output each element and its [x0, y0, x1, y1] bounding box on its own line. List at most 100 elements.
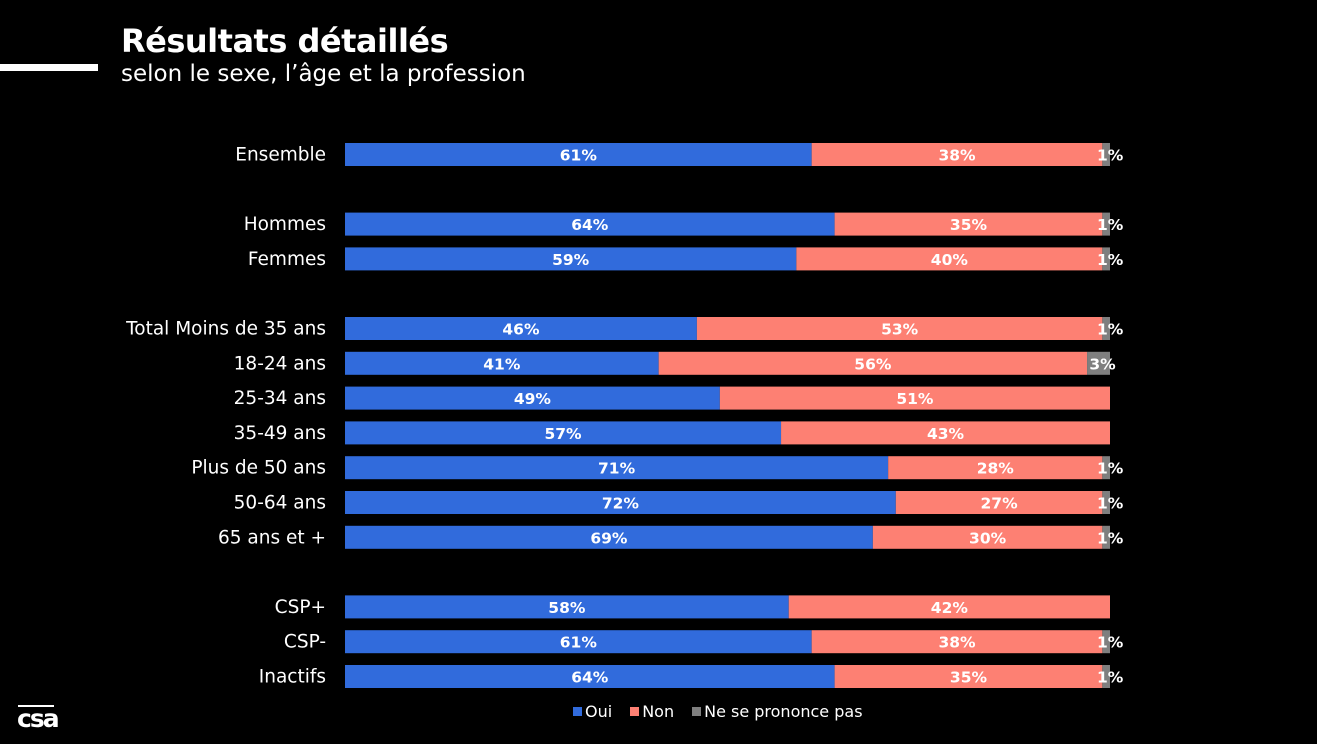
- bar-segment-oui: [345, 247, 797, 271]
- data-label: 41%: [483, 355, 521, 373]
- data-label: 69%: [590, 529, 628, 547]
- data-label: 1%: [1097, 669, 1124, 687]
- category-label: CSP-: [284, 632, 326, 653]
- csa-logo: csa: [17, 704, 60, 734]
- category-label: 25-34 ans: [234, 388, 326, 409]
- bar-segment-ne-se-prononce-pas: [1102, 525, 1110, 549]
- data-label: 3%: [1089, 355, 1116, 373]
- bar-segment-oui: [345, 143, 812, 166]
- bar-segment-ne-se-prononce-pas: [1102, 456, 1110, 480]
- legend-label: Ne se prononce pas: [704, 702, 863, 721]
- category-label: 18-24 ans: [234, 353, 326, 374]
- category-label: 65 ans et +: [218, 527, 326, 548]
- bar-segment-non: [834, 212, 1103, 236]
- bar-segment-non: [781, 421, 1110, 445]
- data-label: 30%: [969, 529, 1007, 547]
- legend-swatch: [573, 707, 582, 716]
- bar-segment-ne-se-prononce-pas: [1102, 491, 1110, 514]
- bar-segment-ne-se-prononce-pas: [1102, 143, 1110, 166]
- data-label: 61%: [560, 634, 598, 652]
- bar-segment-ne-se-prononce-pas: [1087, 351, 1110, 375]
- category-label: CSP+: [275, 597, 326, 618]
- page-title: Résultats détaillés: [121, 22, 449, 60]
- legend-swatch: [630, 707, 640, 716]
- data-label: 53%: [881, 321, 919, 339]
- bar-segment-ne-se-prononce-pas: [1102, 317, 1110, 340]
- bar-segment-non: [834, 665, 1103, 688]
- bar-segment-non: [872, 525, 1103, 549]
- data-label: 35%: [950, 669, 988, 687]
- data-label: 56%: [854, 355, 892, 373]
- legend-item: Ne se prononce pas: [692, 702, 863, 721]
- bar-segment-oui: [345, 665, 835, 688]
- chart-legend: Oui Non Ne se prononce pas: [573, 702, 863, 721]
- category-label: Total Moins de 35 ans: [125, 319, 326, 340]
- data-label: 40%: [931, 251, 969, 269]
- data-label: 61%: [560, 147, 598, 165]
- bar-segment-oui: [345, 317, 697, 340]
- bar-segment-non: [811, 630, 1103, 654]
- bar-segment-ne-se-prononce-pas: [1102, 247, 1110, 271]
- category-label: Inactifs: [259, 667, 326, 688]
- bar-segment-oui: [345, 386, 720, 410]
- bar-segment-non: [719, 386, 1110, 410]
- bar-segment-ne-se-prononce-pas: [1102, 665, 1110, 688]
- bar-segment-non: [696, 317, 1103, 340]
- data-label: 38%: [938, 147, 976, 165]
- legend-swatch: [692, 707, 702, 716]
- legend-label: Oui: [585, 702, 613, 721]
- data-label: 1%: [1097, 495, 1124, 513]
- bar-segment-non: [895, 491, 1103, 514]
- data-label: 1%: [1097, 251, 1124, 269]
- bar-segment-non: [888, 456, 1103, 480]
- bar-segment-oui: [345, 421, 782, 445]
- data-label: 1%: [1097, 460, 1124, 478]
- data-label: 35%: [950, 216, 988, 234]
- data-label: 64%: [571, 669, 609, 687]
- category-label: 50-64 ans: [234, 493, 326, 514]
- data-label: 59%: [552, 251, 590, 269]
- bar-segment-ne-se-prononce-pas: [1102, 630, 1110, 654]
- data-label: 64%: [571, 216, 609, 234]
- bar-segment-oui: [345, 212, 835, 236]
- category-label: Ensemble: [235, 145, 326, 166]
- bar-segment-oui: [345, 491, 896, 514]
- accent-line: [0, 64, 98, 71]
- page-subtitle: selon le sexe, l’âge et la profession: [121, 61, 526, 87]
- data-label: 1%: [1097, 634, 1124, 652]
- data-label: 1%: [1097, 216, 1124, 234]
- bar-segment-oui: [345, 595, 789, 619]
- bar-segment-oui: [345, 525, 873, 549]
- data-label: 57%: [544, 425, 582, 443]
- legend-label: Non: [642, 702, 675, 721]
- data-label: 1%: [1097, 321, 1124, 339]
- bar-segment-non: [811, 143, 1103, 166]
- bar-segment-oui: [345, 456, 889, 480]
- category-label: Plus de 50 ans: [191, 458, 326, 479]
- data-label: 1%: [1097, 529, 1124, 547]
- category-label: 35-49 ans: [234, 423, 326, 444]
- data-label: 27%: [981, 495, 1019, 513]
- data-label: 43%: [927, 425, 965, 443]
- bar-segment-oui: [345, 351, 659, 375]
- bar-segment-non: [658, 351, 1088, 375]
- data-label: 38%: [938, 634, 976, 652]
- bar-segment-non: [788, 595, 1110, 619]
- category-label: Hommes: [244, 214, 326, 235]
- category-label: Femmes: [248, 249, 326, 270]
- legend-item: Non: [630, 702, 674, 721]
- logo-text: csa: [17, 704, 60, 733]
- stacked-bar-chart: Ensemble 61% 38% 1% Hommes 64% 35% 1% Femmes 59% 4…: [125, 143, 1124, 688]
- data-label: 72%: [602, 495, 640, 513]
- data-label: 46%: [502, 321, 540, 339]
- data-label: 49%: [514, 390, 552, 408]
- data-label: 28%: [977, 460, 1015, 478]
- bar-segment-non: [796, 247, 1103, 271]
- logo-bar: [18, 705, 54, 707]
- legend-item: Oui: [573, 702, 612, 721]
- data-label: 51%: [896, 390, 934, 408]
- data-label: 1%: [1097, 147, 1124, 165]
- data-label: 71%: [598, 460, 636, 478]
- bar-segment-ne-se-prononce-pas: [1102, 212, 1110, 236]
- bar-segment-oui: [345, 630, 812, 654]
